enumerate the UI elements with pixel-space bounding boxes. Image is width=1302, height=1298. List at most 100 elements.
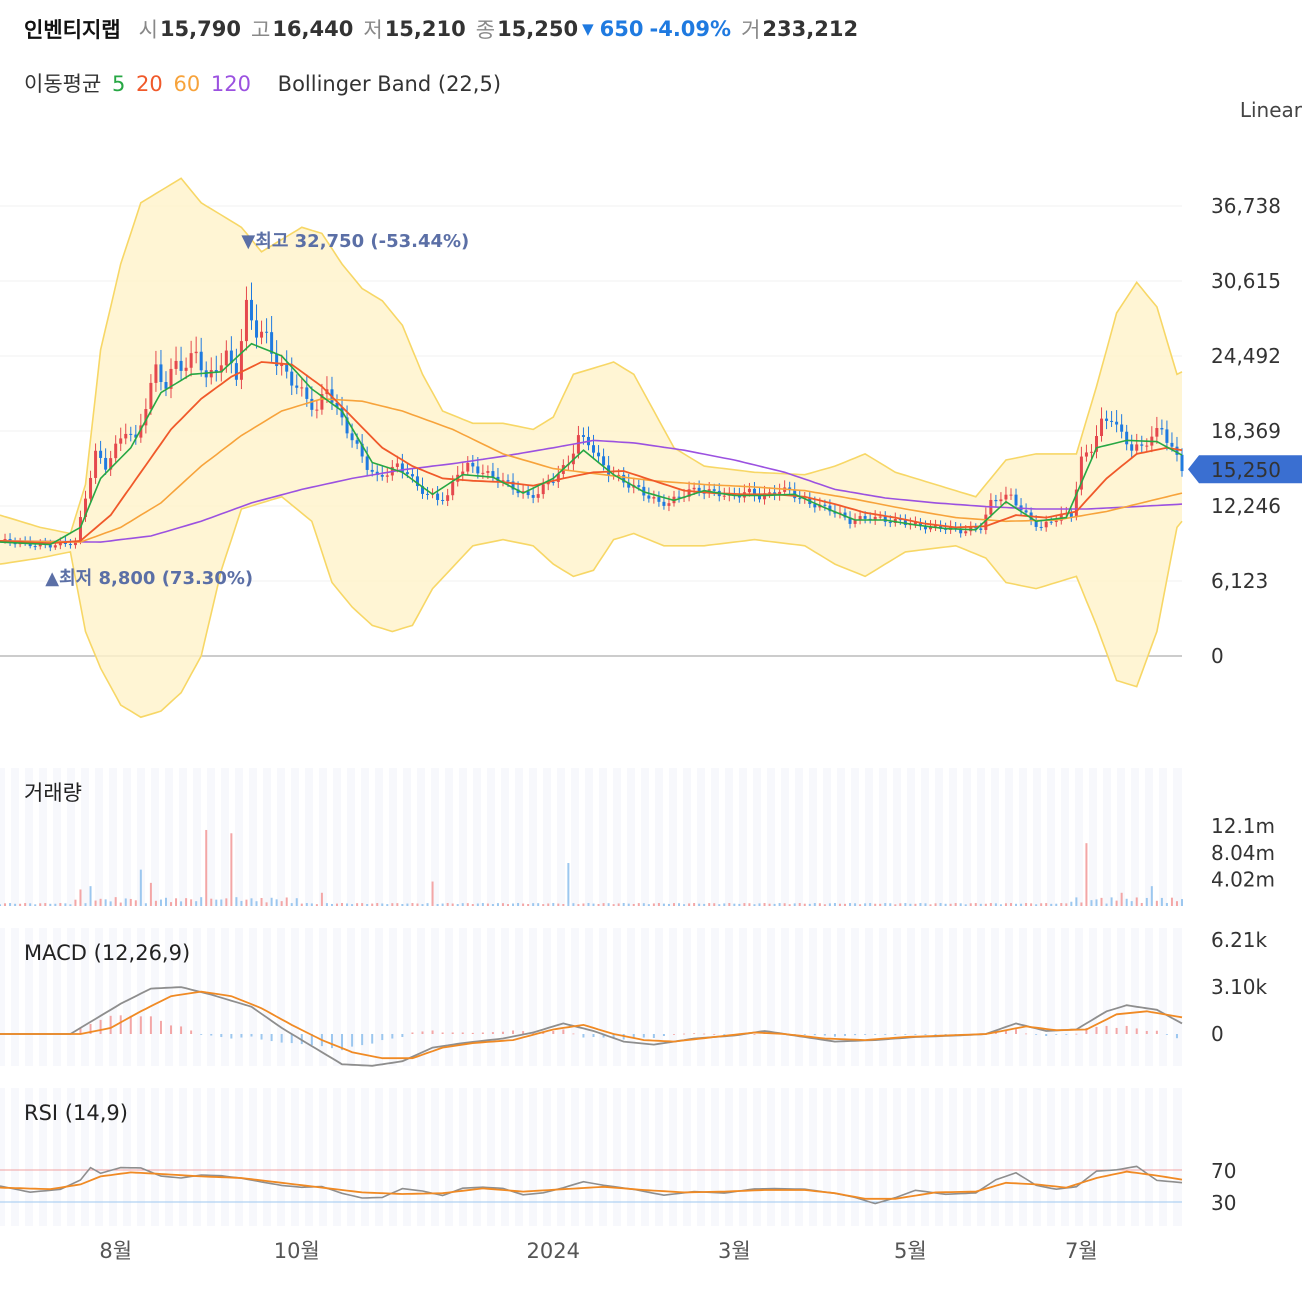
candle-body <box>174 360 178 369</box>
macd-histogram-bar <box>1004 1030 1007 1034</box>
candle-body <box>647 495 651 499</box>
volume-bar <box>170 902 173 906</box>
volume-bar <box>979 903 982 906</box>
candle-body <box>1120 424 1124 432</box>
ma5-label[interactable]: 5 <box>111 72 126 96</box>
macd-histogram-bar <box>904 1034 907 1035</box>
volume-bar <box>859 904 862 906</box>
candle-body <box>94 450 98 478</box>
macd-histogram-bar <box>713 1034 716 1035</box>
candle-body <box>295 385 299 388</box>
price-tick-label: 36,738 <box>1211 194 1281 218</box>
macd-histogram-bar <box>662 1034 665 1037</box>
candle-body <box>702 492 706 494</box>
volume-bar <box>1130 901 1133 906</box>
macd-histogram-bar <box>803 1034 806 1035</box>
volume-bar <box>29 903 32 906</box>
volume-bar <box>225 898 228 906</box>
change-value: 650 <box>599 17 644 41</box>
volume-bar <box>330 903 333 906</box>
volume-bar <box>456 904 459 906</box>
candle-body <box>979 528 983 530</box>
macd-histogram-bar <box>139 1016 142 1034</box>
volume-bar <box>934 903 937 906</box>
volume-bar <box>406 903 409 906</box>
candle-body <box>355 440 359 444</box>
candle-body <box>335 402 339 408</box>
volume-bar <box>1170 897 1173 906</box>
macd-histogram-bar <box>1015 1029 1018 1034</box>
macd-histogram-bar <box>1175 1034 1178 1039</box>
candle-body <box>315 409 319 411</box>
indicator-legend[interactable]: 이동평균 5 20 60 120 Bollinger Band (22,5) <box>24 68 505 98</box>
volume-bar <box>24 903 27 906</box>
volume-bar <box>818 903 821 906</box>
volume-bar <box>250 898 253 906</box>
volume-bar <box>919 903 922 906</box>
volume-bar <box>351 904 354 906</box>
volume-bar <box>612 904 615 906</box>
macd-histogram-bar <box>99 1019 102 1034</box>
volume-bar <box>547 903 550 906</box>
macd-histogram-bar <box>270 1034 273 1042</box>
candle-body <box>360 443 364 457</box>
volume-bar <box>738 903 741 906</box>
candle-body <box>179 360 183 371</box>
ma60-label[interactable]: 60 <box>173 72 201 96</box>
candle-body <box>219 365 223 373</box>
candle-body <box>617 474 621 476</box>
time-tick-label: 7월 <box>1065 1239 1098 1263</box>
macd-histogram-bar <box>351 1034 354 1047</box>
volume-bar <box>889 903 892 906</box>
rsi-signal-line <box>0 1170 1183 1200</box>
volume-bar <box>149 882 152 906</box>
volume-bar <box>703 903 706 906</box>
volume-bar <box>285 897 288 906</box>
candle-body <box>994 499 998 502</box>
volume-bar <box>622 903 625 906</box>
macd-histogram-bar <box>79 1027 82 1034</box>
volume-bar <box>869 903 872 906</box>
macd-histogram-bar <box>1035 1034 1038 1035</box>
candle-body <box>687 489 691 497</box>
volume-bar <box>1095 899 1098 906</box>
candle-body <box>189 353 193 368</box>
volume-bar <box>768 903 771 906</box>
candle-body <box>546 481 550 485</box>
candle-body <box>913 522 917 525</box>
candle-body <box>154 364 158 383</box>
ma20-label[interactable]: 20 <box>136 72 163 96</box>
candle-body <box>476 466 480 474</box>
candle-body <box>149 382 153 410</box>
scale-mode-toggle[interactable]: Linear <box>1239 98 1302 122</box>
volume-bar <box>813 903 816 906</box>
volume-bar <box>180 901 183 906</box>
candle-body <box>224 350 228 366</box>
volume-bar <box>914 903 917 906</box>
candle-body <box>964 531 968 534</box>
volume-bar <box>230 833 233 906</box>
candle-body <box>858 516 862 521</box>
candle-body <box>194 351 198 354</box>
bollinger-label[interactable]: Bollinger Band (22,5) <box>277 72 502 96</box>
macd-histogram-bar <box>823 1034 826 1036</box>
ma120-label[interactable]: 120 <box>210 72 251 96</box>
low-label: 저 <box>363 18 383 42</box>
candle-body <box>350 433 354 441</box>
high-label: 고 <box>250 18 271 42</box>
volume-bar <box>693 903 696 906</box>
volume-bar <box>1100 897 1103 906</box>
ma120-line <box>0 439 1183 543</box>
candle-body <box>848 517 852 524</box>
volume-bar <box>200 897 203 906</box>
price-tick-label: 12,246 <box>1211 494 1281 518</box>
candle-body <box>275 353 279 367</box>
volume-bar <box>964 904 967 906</box>
candle-body <box>1155 428 1159 437</box>
volume-bar <box>924 903 927 906</box>
volume-bar <box>708 903 711 906</box>
macd-histogram-bar <box>552 1030 555 1034</box>
macd-histogram-bar <box>642 1034 645 1038</box>
volume-bar <box>974 903 977 906</box>
